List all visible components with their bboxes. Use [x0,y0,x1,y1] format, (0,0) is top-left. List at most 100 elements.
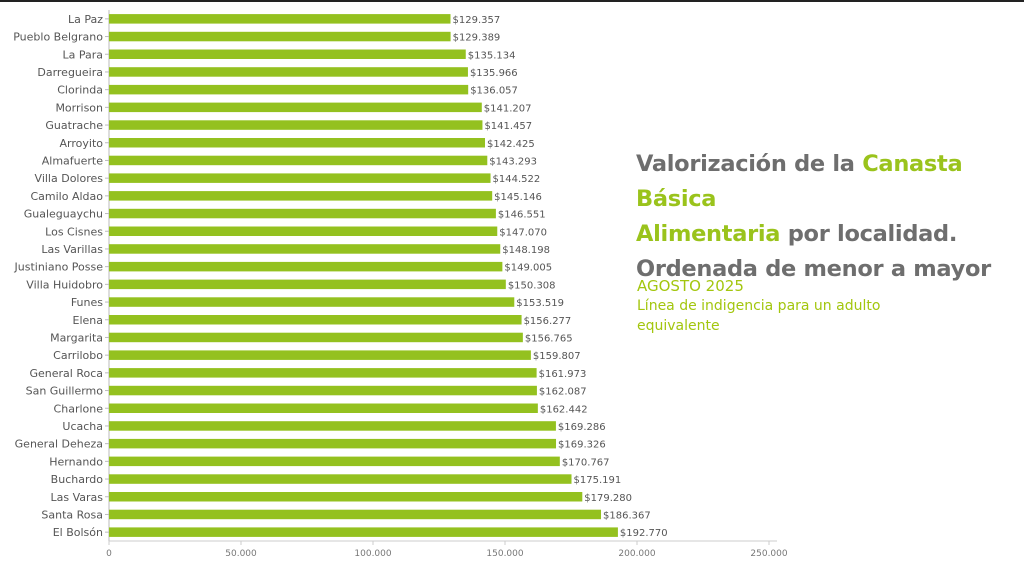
bar [109,226,498,236]
category-label: Darregueira [37,66,103,79]
category-label: Hernando [49,455,103,468]
category-label: Buchardo [51,473,104,486]
data-label: $150.308 [508,280,556,291]
data-label: $135.134 [468,50,516,61]
data-label: $144.522 [493,174,541,185]
data-label: $147.070 [499,227,547,238]
data-label: $162.087 [539,387,587,398]
x-tick-label: 250.000 [750,549,787,559]
bar [109,421,556,431]
category-label: Guatrache [45,119,103,132]
data-label: $148.198 [502,245,550,256]
category-label: Carrilobo [53,349,103,362]
bar [109,315,522,325]
bar [109,332,523,343]
category-label: General Deheza [15,438,103,451]
data-label: $162.442 [540,404,588,415]
category-label: Las Varas [50,491,103,504]
data-label: $170.767 [562,457,610,468]
category-label: Charlone [54,402,104,415]
category-label: Pueblo Belgrano [13,31,103,44]
category-label: Los Cisnes [45,225,103,238]
data-label: $179.280 [584,493,632,504]
category-label: Las Varillas [41,243,103,256]
data-label: $159.807 [533,351,581,362]
bar [109,138,486,148]
bar [109,527,618,537]
data-label: $136.057 [470,86,518,97]
category-label: Ucacha [62,420,103,433]
bar [109,208,496,219]
category-label: La Paz [68,13,103,26]
bar [109,31,451,42]
bar [109,14,451,24]
category-label: Funes [71,296,103,309]
data-label: $146.551 [498,210,546,221]
subtitle-description: Línea de indigencia para un adulto equiv… [637,298,881,334]
bar [109,492,583,502]
title-part1: Valorización de la [636,151,863,177]
data-label: $192.770 [620,528,668,539]
category-label: Justiniano Posse [14,261,104,274]
category-label: Villa Dolores [35,172,104,185]
bar [109,279,506,290]
data-label: $153.519 [516,298,564,309]
bar [109,261,503,272]
bar [109,350,531,360]
bar [109,84,469,95]
title-highlight-alimentaria: Alimentaria [636,221,781,247]
bar [109,297,515,307]
title-line3: Ordenada de menor a mayor [636,256,991,282]
category-label: Santa Rosa [41,508,103,521]
subtitle-date: AGOSTO 2025 [637,277,744,295]
chart-title: Valorización de la Canasta Básica Alimen… [636,147,1021,287]
data-label: $175.191 [574,475,622,486]
data-label: $142.425 [487,139,535,150]
data-label: $141.207 [484,103,532,114]
bar [109,385,537,396]
data-label: $156.277 [524,316,572,327]
data-label: $145.146 [494,192,542,203]
bar [109,120,483,130]
bar [109,67,468,77]
category-label: La Para [62,48,103,61]
bar [109,474,572,484]
category-label: Gualeguaychu [24,208,103,221]
category-label: General Roca [29,367,103,380]
title-part2: por localidad. [780,221,958,247]
data-label: $169.286 [558,422,606,433]
title-highlight-canasta: Canasta Básica [636,151,963,212]
data-label: $156.765 [525,333,573,344]
category-label: Morrison [55,101,103,114]
category-label: El Bolsón [53,526,103,539]
category-label: Elena [73,314,104,327]
category-label: Almafuerte [42,154,103,167]
data-label: $129.357 [453,15,501,26]
category-label: San Guillermo [26,385,104,398]
category-label: Clorinda [57,84,103,97]
bar [109,155,488,166]
bar [109,368,537,378]
category-label: Arroyito [60,137,104,150]
data-label: $135.966 [470,68,518,79]
x-tick-label: 150.000 [486,549,523,559]
data-label: $186.367 [603,510,651,521]
bar [109,173,491,183]
data-label: $141.457 [484,121,532,132]
category-label: Villa Huidobro [26,278,103,291]
bar [109,49,466,59]
x-tick-label: 50.000 [225,549,257,559]
data-label: $169.326 [558,440,606,451]
data-label: $129.389 [453,33,501,44]
bar [109,102,482,113]
top-border-line [0,0,1024,2]
subtitle-block: AGOSTO 2025 Línea de indigencia para un … [637,276,967,336]
bar [109,456,560,467]
bar [109,403,538,413]
category-label: Margarita [50,331,103,344]
bar [109,438,557,449]
data-label: $143.293 [489,156,537,167]
x-tick-label: 0 [106,549,112,559]
x-tick-label: 100.000 [354,549,391,559]
x-tick-label: 200.000 [618,549,655,559]
